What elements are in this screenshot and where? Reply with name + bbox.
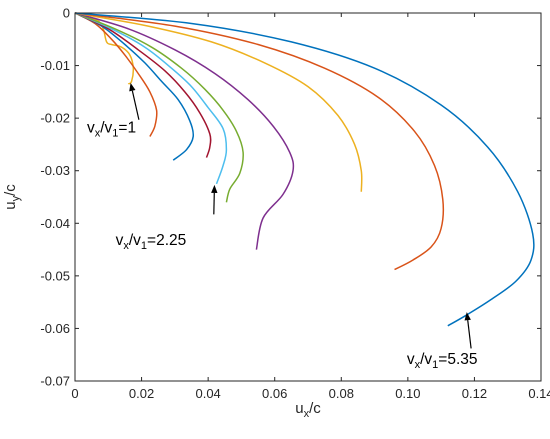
annotation-arrow-3 <box>467 320 472 349</box>
x-tick-label: 0.02 <box>129 386 154 401</box>
series-line-6 <box>74 12 244 203</box>
x-tick-label: 0.12 <box>462 386 487 401</box>
annotation-arrowhead-2 <box>211 184 218 193</box>
x-tick-label: 0.06 <box>262 386 287 401</box>
series-line-9 <box>74 12 445 271</box>
x-tick-label: 0 <box>71 386 78 401</box>
annotation-label-1: vx/v1=1 <box>87 119 136 139</box>
x-axis-label: ux/c <box>295 400 321 420</box>
x-tick-label: 0.14 <box>528 386 550 401</box>
axes-box <box>74 12 542 382</box>
annotation-arrowhead-3 <box>464 312 471 321</box>
y-tick-label: -0.06 <box>40 321 70 336</box>
y-tick-label: -0.01 <box>40 58 70 73</box>
series-line-4 <box>74 12 212 158</box>
y-tick-label: 0 <box>63 6 70 21</box>
annotation-arrowhead-1 <box>129 82 136 92</box>
curves-layer <box>74 12 535 327</box>
annotation-arrow-1 <box>131 90 140 120</box>
series-line-5 <box>74 12 228 185</box>
series-line-2 <box>74 12 158 137</box>
y-tick-label: -0.03 <box>40 163 70 178</box>
series-line-7 <box>74 12 295 250</box>
y-axis-label: uy/c <box>2 184 22 210</box>
x-tick-label: 0.08 <box>329 386 354 401</box>
annotation-label-2: vx/v1=2.25 <box>116 232 187 252</box>
annotation-label-3: vx/v1=5.35 <box>407 351 478 371</box>
series-line-3 <box>74 12 195 161</box>
series-line-10 <box>74 12 535 327</box>
annotations-layer: vx/v1=1 vx/v1=2.25 vx/v1=5.35 <box>87 82 478 371</box>
x-tick-label: 0.04 <box>195 386 220 401</box>
y-tick-label: -0.07 <box>40 374 70 389</box>
y-tick-label: -0.02 <box>40 111 70 126</box>
y-tick-label: -0.05 <box>40 268 70 283</box>
x-tick-label: 0.10 <box>395 386 420 401</box>
series-line-8 <box>74 12 363 192</box>
series-line-1 <box>74 12 135 85</box>
ticks-layer: 0 0.02 0.04 0.06 0.08 0.10 0.12 0.14 0 -0.01 -0.02… <box>40 6 550 402</box>
y-tick-label: -0.04 <box>40 216 70 231</box>
